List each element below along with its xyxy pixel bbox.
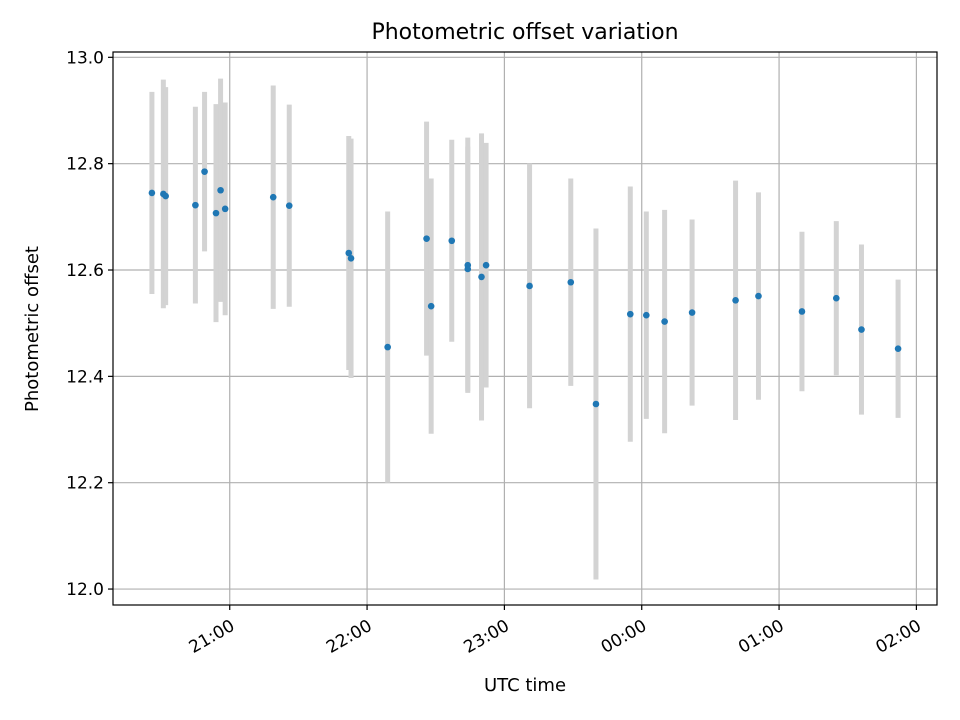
data-point <box>448 237 456 245</box>
errorbar-group <box>149 78 901 580</box>
data-point <box>688 309 696 316</box>
y-axis-ticks: 12.0 12.2 12.4 12.6 12.8 13.0 <box>66 48 113 600</box>
data-point <box>148 189 156 197</box>
data-point <box>567 278 575 286</box>
data-point <box>345 249 353 257</box>
marker-group <box>148 168 902 408</box>
y-axis-label: Photometric offset <box>22 246 43 412</box>
x-tick-label: 00:00 <box>598 616 650 658</box>
data-point <box>478 273 485 281</box>
data-point <box>217 186 224 194</box>
data-point <box>221 205 229 213</box>
data-point <box>732 297 739 304</box>
x-tick-label: 21:00 <box>186 616 238 658</box>
data-point <box>482 261 490 269</box>
y-tick-label: 12.0 <box>66 580 104 600</box>
data-point <box>626 310 634 318</box>
data-point <box>347 255 355 262</box>
data-point <box>832 294 840 302</box>
data-point <box>755 292 762 300</box>
x-tick-label: 23:00 <box>460 616 512 658</box>
y-tick-label: 12.6 <box>66 261 104 281</box>
x-tick-label: 02:00 <box>872 616 924 658</box>
data-point <box>464 265 472 273</box>
data-point <box>201 168 208 175</box>
data-point <box>592 400 600 408</box>
x-tick-label: 22:00 <box>323 616 375 658</box>
grid-lines <box>113 52 937 605</box>
x-tick-label: 01:00 <box>735 616 787 658</box>
data-point <box>427 302 435 310</box>
data-point <box>423 235 430 242</box>
plot-frame <box>112 51 938 606</box>
data-point <box>192 201 199 209</box>
y-tick-label: 12.8 <box>66 155 104 175</box>
x-axis-ticks: 21:00 22:00 23:00 00:00 01:00 02:00 <box>186 605 925 658</box>
y-tick-label: 13.0 <box>66 48 104 68</box>
data-point <box>269 193 277 201</box>
data-point <box>212 209 220 217</box>
data-point <box>643 311 650 319</box>
data-point <box>162 192 169 200</box>
y-tick-label: 12.2 <box>66 474 104 494</box>
data-point <box>661 318 668 325</box>
data-point <box>894 345 902 353</box>
data-point <box>798 308 806 315</box>
chart-title: Photometric offset variation <box>371 20 678 45</box>
x-axis-label: UTC time <box>484 675 566 696</box>
y-tick-label: 12.4 <box>66 367 104 387</box>
data-point <box>285 202 293 209</box>
data-point <box>526 282 533 290</box>
data-point <box>384 343 391 351</box>
data-point <box>858 326 865 333</box>
